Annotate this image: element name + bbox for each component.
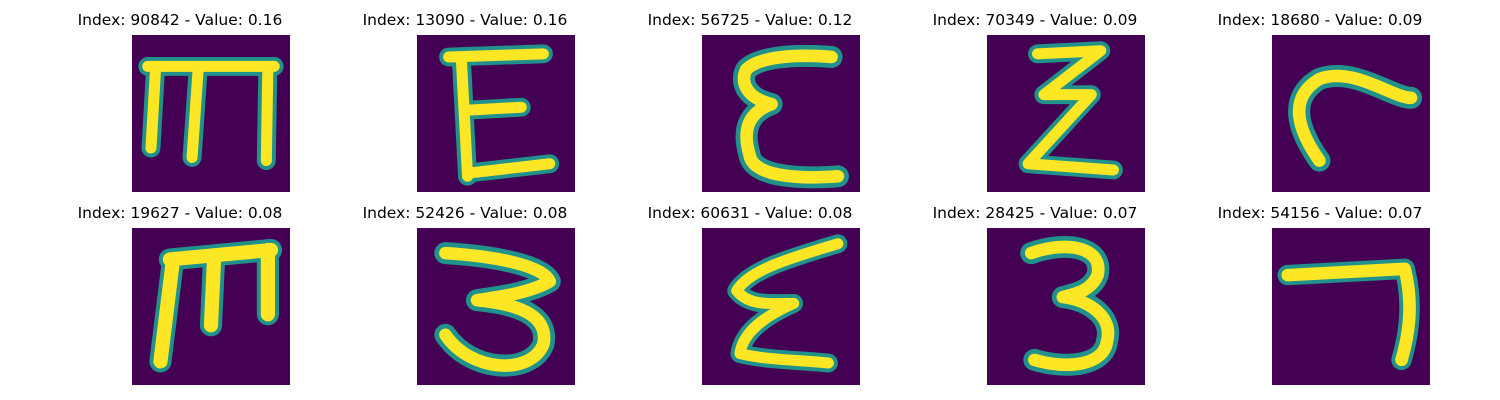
panel-6: Index: 19627 - Value: 0.08 — [30, 193, 330, 385]
panel-4: Index: 70349 - Value: 0.09 — [885, 0, 1185, 192]
panel-title: Index: 70349 - Value: 0.09 — [932, 11, 1138, 29]
panel-title: Index: 52426 - Value: 0.08 — [362, 204, 568, 222]
panel-8: Index: 60631 - Value: 0.08 — [600, 193, 900, 385]
panel-3: Index: 56725 - Value: 0.12 — [600, 0, 900, 192]
panel-5: Index: 18680 - Value: 0.09 — [1170, 0, 1470, 192]
digit-image — [1272, 228, 1430, 385]
digit-image — [1272, 35, 1430, 192]
panel-2: Index: 13090 - Value: 0.16 — [315, 0, 615, 192]
panel-title: Index: 54156 - Value: 0.07 — [1217, 204, 1423, 222]
digit-image — [702, 35, 860, 192]
digit-image — [987, 228, 1145, 385]
digit-image — [987, 35, 1145, 192]
panel-title: Index: 13090 - Value: 0.16 — [362, 11, 568, 29]
panel-10: Index: 54156 - Value: 0.07 — [1170, 193, 1470, 385]
digit-image — [417, 35, 575, 192]
panel-title: Index: 60631 - Value: 0.08 — [647, 204, 853, 222]
panel-title: Index: 56725 - Value: 0.12 — [647, 11, 853, 29]
digit-image — [132, 228, 290, 385]
panel-title: Index: 90842 - Value: 0.16 — [77, 11, 283, 29]
panel-title: Index: 19627 - Value: 0.08 — [77, 204, 283, 222]
digit-image — [702, 228, 860, 385]
panel-1: Index: 90842 - Value: 0.16 — [30, 0, 330, 192]
digit-image — [132, 35, 290, 192]
panel-7: Index: 52426 - Value: 0.08 — [315, 193, 615, 385]
digit-image — [417, 228, 575, 385]
panel-title: Index: 28425 - Value: 0.07 — [932, 204, 1138, 222]
panel-9: Index: 28425 - Value: 0.07 — [885, 193, 1185, 385]
panel-title: Index: 18680 - Value: 0.09 — [1217, 11, 1423, 29]
